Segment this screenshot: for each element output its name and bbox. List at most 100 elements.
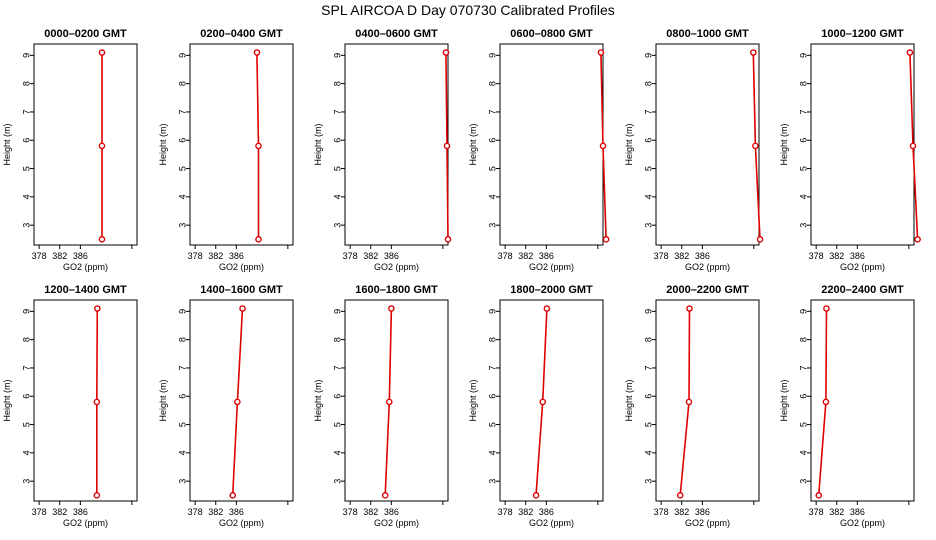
data-point xyxy=(388,305,395,312)
panel-title: 0400–0600 GMT xyxy=(355,28,438,40)
x-tick-label: 378 xyxy=(343,507,358,517)
data-point xyxy=(443,142,451,150)
y-axis-label: Height (m) xyxy=(624,379,634,421)
y-tick-label: 4 xyxy=(487,194,497,199)
y-tick-label: 5 xyxy=(177,422,187,427)
data-point xyxy=(93,398,101,406)
plot-frame xyxy=(499,299,604,502)
y-tick-label: 8 xyxy=(332,81,342,86)
y-axis-label: Height (m) xyxy=(2,123,12,165)
y-tick-label: 6 xyxy=(177,394,187,399)
y-tick-label: 6 xyxy=(487,394,497,399)
y-tick-label: 8 xyxy=(798,337,808,342)
y-tick-label: 9 xyxy=(643,53,653,58)
data-point xyxy=(543,305,551,312)
y-tick-label: 7 xyxy=(487,365,497,370)
x-axis-label: GO2 (ppm) xyxy=(685,262,730,272)
y-tick-label: 3 xyxy=(21,479,31,484)
plot-frame xyxy=(33,299,138,502)
x-tick-label: 382 xyxy=(829,251,844,261)
profile-panel: 0200–0400 GMT 378 382 386 3 4 5 6 7 8 9 GO2 (ppm) He… xyxy=(158,28,294,272)
data-point xyxy=(815,492,823,499)
x-tick-label: 378 xyxy=(188,507,203,517)
y-axis-label: Height (m) xyxy=(313,379,323,421)
profile-panel: 1600–1800 GMT 378 382 386 3 4 5 6 7 8 9 GO2 (ppm) He… xyxy=(313,284,449,528)
data-point xyxy=(909,142,917,150)
y-tick-label: 5 xyxy=(487,422,497,427)
data-point xyxy=(686,305,693,312)
plot-frame xyxy=(655,299,760,502)
y-tick-label: 4 xyxy=(643,194,653,199)
panel-title: 0600–0800 GMT xyxy=(510,28,593,40)
y-tick-label: 9 xyxy=(643,309,653,314)
profile-panel: 0000–0200 GMT 378 382 386 3 4 5 6 7 8 9 GO2 (ppm) He… xyxy=(2,28,138,272)
panel-title: 2000–2200 GMT xyxy=(666,284,749,296)
y-tick-label: 6 xyxy=(643,138,653,143)
data-point xyxy=(602,236,610,243)
x-tick-label: 378 xyxy=(654,251,669,261)
x-tick-label: 378 xyxy=(809,251,824,261)
panel-title: 1000–1200 GMT xyxy=(821,28,904,40)
x-tick-label: 382 xyxy=(208,507,223,517)
x-axis-label: GO2 (ppm) xyxy=(840,518,885,528)
y-tick-label: 5 xyxy=(798,166,808,171)
x-tick-label: 382 xyxy=(52,251,67,261)
y-tick-label: 7 xyxy=(798,365,808,370)
plot-frame xyxy=(344,43,449,246)
y-tick-label: 6 xyxy=(332,394,342,399)
data-point xyxy=(756,236,764,243)
x-axis-label: GO2 (ppm) xyxy=(219,262,264,272)
y-tick-label: 5 xyxy=(332,422,342,427)
x-tick-label: 386 xyxy=(695,251,710,261)
y-tick-label: 4 xyxy=(21,450,31,455)
plot-frame xyxy=(189,43,294,246)
plot-frame xyxy=(33,43,138,246)
data-point xyxy=(823,305,830,312)
x-axis-label: GO2 (ppm) xyxy=(63,262,108,272)
y-tick-label: 7 xyxy=(332,109,342,114)
data-point xyxy=(253,49,261,56)
y-tick-label: 3 xyxy=(643,223,653,228)
y-tick-label: 4 xyxy=(798,450,808,455)
x-tick-label: 386 xyxy=(229,507,244,517)
y-tick-label: 9 xyxy=(177,53,187,58)
panel-title: 1200–1400 GMT xyxy=(44,284,127,296)
x-tick-label: 382 xyxy=(208,251,223,261)
y-tick-label: 8 xyxy=(643,81,653,86)
x-axis-label: GO2 (ppm) xyxy=(840,262,885,272)
y-tick-label: 5 xyxy=(21,166,31,171)
y-axis-label: Height (m) xyxy=(158,379,168,421)
x-tick-label: 378 xyxy=(32,507,47,517)
data-point xyxy=(98,49,106,56)
x-tick-label: 386 xyxy=(73,507,88,517)
y-tick-label: 4 xyxy=(21,194,31,199)
data-point xyxy=(98,142,106,150)
y-tick-label: 7 xyxy=(643,109,653,114)
y-tick-label: 6 xyxy=(21,394,31,399)
x-tick-label: 378 xyxy=(809,507,824,517)
y-tick-label: 5 xyxy=(177,166,187,171)
x-axis-label: GO2 (ppm) xyxy=(685,518,730,528)
data-point xyxy=(381,492,389,499)
x-axis-label: GO2 (ppm) xyxy=(374,262,419,272)
y-tick-label: 5 xyxy=(21,422,31,427)
y-tick-label: 4 xyxy=(332,194,342,199)
panel-title: 0800–1000 GMT xyxy=(666,28,749,40)
data-point xyxy=(676,492,684,499)
x-tick-label: 386 xyxy=(384,251,399,261)
y-axis-label: Height (m) xyxy=(468,123,478,165)
y-tick-label: 7 xyxy=(643,365,653,370)
plot-frame xyxy=(810,299,915,502)
y-tick-label: 8 xyxy=(643,337,653,342)
y-tick-label: 7 xyxy=(332,365,342,370)
data-point xyxy=(539,398,547,406)
y-tick-label: 3 xyxy=(332,479,342,484)
x-tick-label: 386 xyxy=(73,251,88,261)
x-tick-label: 382 xyxy=(363,507,378,517)
x-tick-label: 382 xyxy=(363,251,378,261)
profile-panel: 0600–0800 GMT 378 382 386 3 4 5 6 7 8 9 GO2 (ppm) He… xyxy=(468,28,610,272)
panel-title: 0000–0200 GMT xyxy=(44,28,127,40)
data-point xyxy=(822,398,830,406)
y-tick-label: 9 xyxy=(177,309,187,314)
y-tick-label: 6 xyxy=(21,138,31,143)
